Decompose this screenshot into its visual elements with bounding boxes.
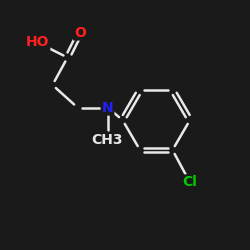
Text: Cl: Cl — [182, 176, 198, 190]
Text: HO: HO — [26, 36, 49, 50]
Text: N: N — [102, 100, 113, 114]
Text: CH3: CH3 — [92, 133, 123, 147]
Text: O: O — [74, 26, 86, 40]
